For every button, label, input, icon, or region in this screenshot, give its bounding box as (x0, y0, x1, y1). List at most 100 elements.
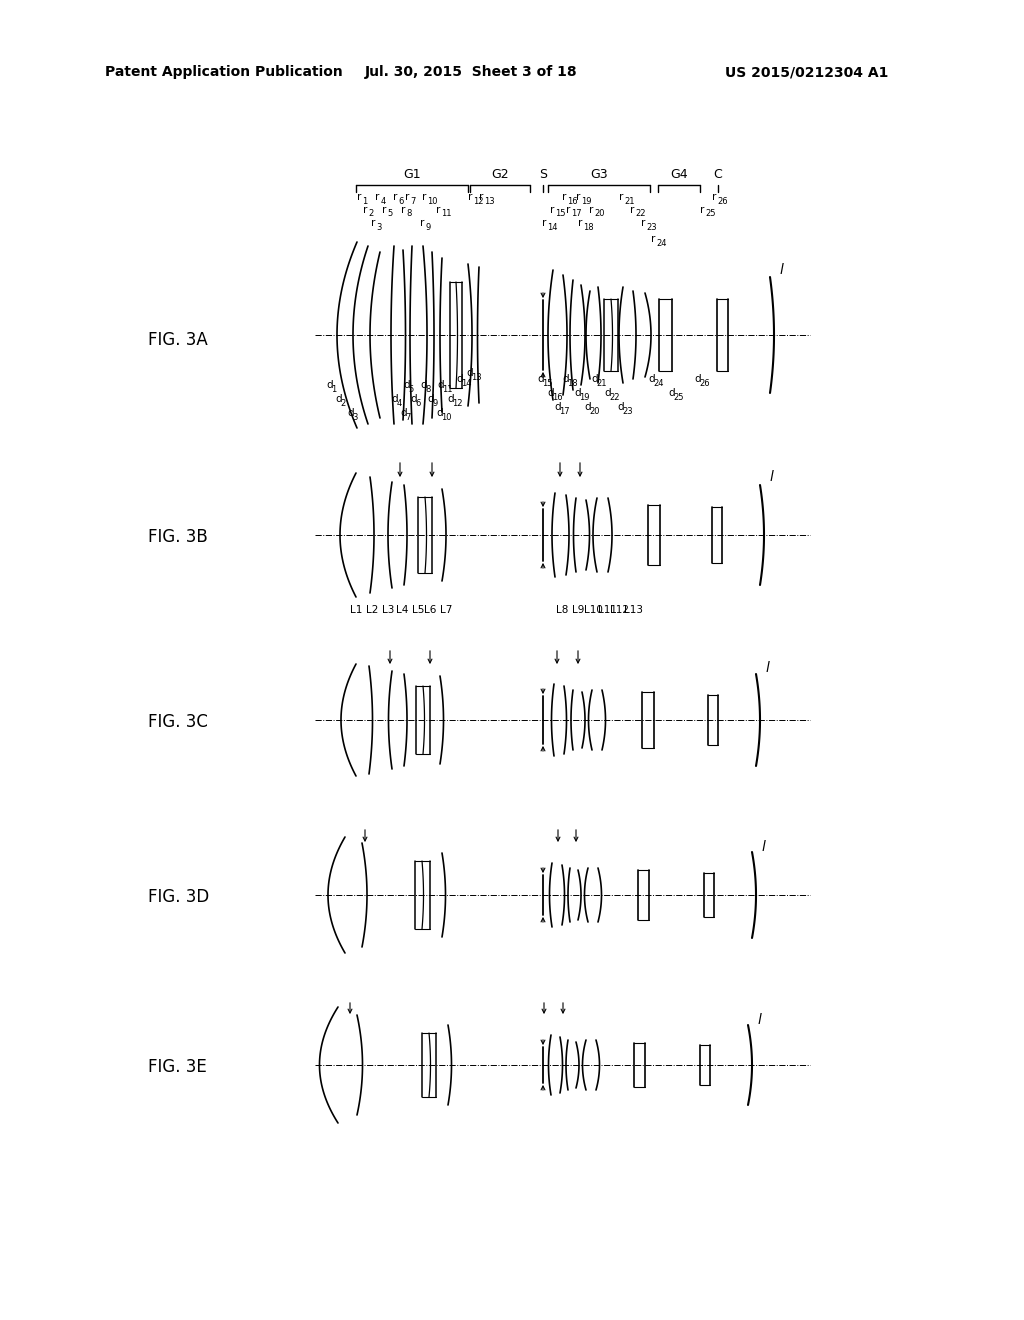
Text: L11: L11 (598, 605, 617, 615)
Text: d: d (326, 380, 333, 389)
Text: 24: 24 (656, 239, 667, 248)
Text: L12: L12 (610, 605, 629, 615)
Text: G4: G4 (670, 169, 688, 181)
Text: Jul. 30, 2015  Sheet 3 of 18: Jul. 30, 2015 Sheet 3 of 18 (365, 65, 578, 79)
Text: r: r (420, 218, 424, 228)
Text: d: d (591, 374, 598, 384)
Text: S: S (539, 169, 547, 181)
Text: d: d (437, 380, 443, 389)
Text: 18: 18 (567, 379, 579, 388)
Text: d: d (410, 393, 417, 404)
Text: 14: 14 (462, 379, 472, 388)
Text: L6: L6 (424, 605, 436, 615)
Text: d: d (562, 374, 568, 384)
Text: 6: 6 (416, 399, 421, 408)
Text: 5: 5 (387, 210, 393, 219)
Text: r: r (406, 191, 410, 202)
Text: 19: 19 (580, 392, 590, 401)
Text: d: d (617, 403, 624, 412)
Text: 15: 15 (543, 379, 553, 388)
Text: L9: L9 (572, 605, 585, 615)
Text: 13: 13 (471, 372, 482, 381)
Text: 12: 12 (473, 197, 484, 206)
Text: r: r (357, 191, 361, 202)
Text: L4: L4 (396, 605, 409, 615)
Text: r: r (436, 205, 440, 215)
Text: r: r (566, 205, 570, 215)
Text: L3: L3 (382, 605, 394, 615)
Text: r: r (618, 191, 624, 202)
Text: 20: 20 (590, 407, 600, 416)
Text: r: r (578, 218, 583, 228)
Text: d: d (466, 368, 473, 378)
Text: r: r (382, 205, 386, 215)
Text: d: d (420, 380, 427, 389)
Text: US 2015/0212304 A1: US 2015/0212304 A1 (725, 65, 889, 79)
Text: 21: 21 (597, 379, 607, 388)
Text: 4: 4 (396, 399, 401, 408)
Text: 26: 26 (718, 197, 728, 206)
Text: 11: 11 (442, 384, 453, 393)
Text: d: d (347, 408, 353, 418)
Text: 3: 3 (352, 412, 357, 421)
Text: r: r (575, 191, 581, 202)
Text: 9: 9 (432, 399, 437, 408)
Text: 1: 1 (362, 197, 368, 206)
Text: 24: 24 (653, 379, 664, 388)
Text: r: r (393, 191, 397, 202)
Text: 26: 26 (699, 379, 710, 388)
Text: 6: 6 (398, 197, 403, 206)
Text: 9: 9 (426, 223, 431, 231)
Text: 3: 3 (377, 223, 382, 231)
Text: d: d (456, 374, 463, 384)
Text: 2: 2 (369, 210, 374, 219)
Text: d: d (391, 393, 397, 404)
Text: d: d (335, 393, 342, 404)
Text: d: d (584, 403, 591, 412)
Text: 20: 20 (595, 210, 605, 219)
Text: 25: 25 (706, 210, 716, 219)
Text: FIG. 3B: FIG. 3B (148, 528, 208, 546)
Text: 5: 5 (409, 384, 414, 393)
Text: 22: 22 (609, 392, 620, 401)
Text: C: C (714, 169, 722, 181)
Text: r: r (700, 205, 705, 215)
Text: 23: 23 (623, 407, 633, 416)
Text: d: d (427, 393, 433, 404)
Text: r: r (422, 191, 426, 202)
Text: L10: L10 (584, 605, 603, 615)
Text: d: d (694, 374, 700, 384)
Text: 2: 2 (341, 399, 346, 408)
Text: 1: 1 (332, 384, 337, 393)
Text: d: d (547, 388, 554, 399)
Text: L13: L13 (624, 605, 643, 615)
Text: r: r (641, 218, 645, 228)
Text: 22: 22 (636, 210, 646, 219)
Text: 23: 23 (646, 223, 657, 231)
Text: 10: 10 (427, 197, 438, 206)
Text: d: d (668, 388, 675, 399)
Text: 8: 8 (426, 384, 431, 393)
Text: d: d (537, 374, 544, 384)
Text: FIG. 3D: FIG. 3D (148, 888, 209, 906)
Text: r: r (651, 234, 655, 244)
Text: 8: 8 (407, 210, 412, 219)
Text: 17: 17 (559, 407, 570, 416)
Text: FIG. 3A: FIG. 3A (148, 331, 208, 348)
Text: FIG. 3E: FIG. 3E (148, 1059, 207, 1076)
Text: d: d (403, 380, 410, 389)
Text: r: r (479, 191, 483, 202)
Text: L5: L5 (412, 605, 424, 615)
Text: l: l (762, 840, 766, 854)
Text: r: r (375, 191, 379, 202)
Text: r: r (550, 205, 554, 215)
Text: 7: 7 (406, 412, 411, 421)
Text: L2: L2 (366, 605, 379, 615)
Text: L8: L8 (556, 605, 568, 615)
Text: d: d (574, 388, 581, 399)
Text: 16: 16 (553, 392, 563, 401)
Text: l: l (758, 1012, 762, 1027)
Text: 14: 14 (548, 223, 558, 231)
Text: l: l (780, 263, 784, 277)
Text: r: r (401, 205, 406, 215)
